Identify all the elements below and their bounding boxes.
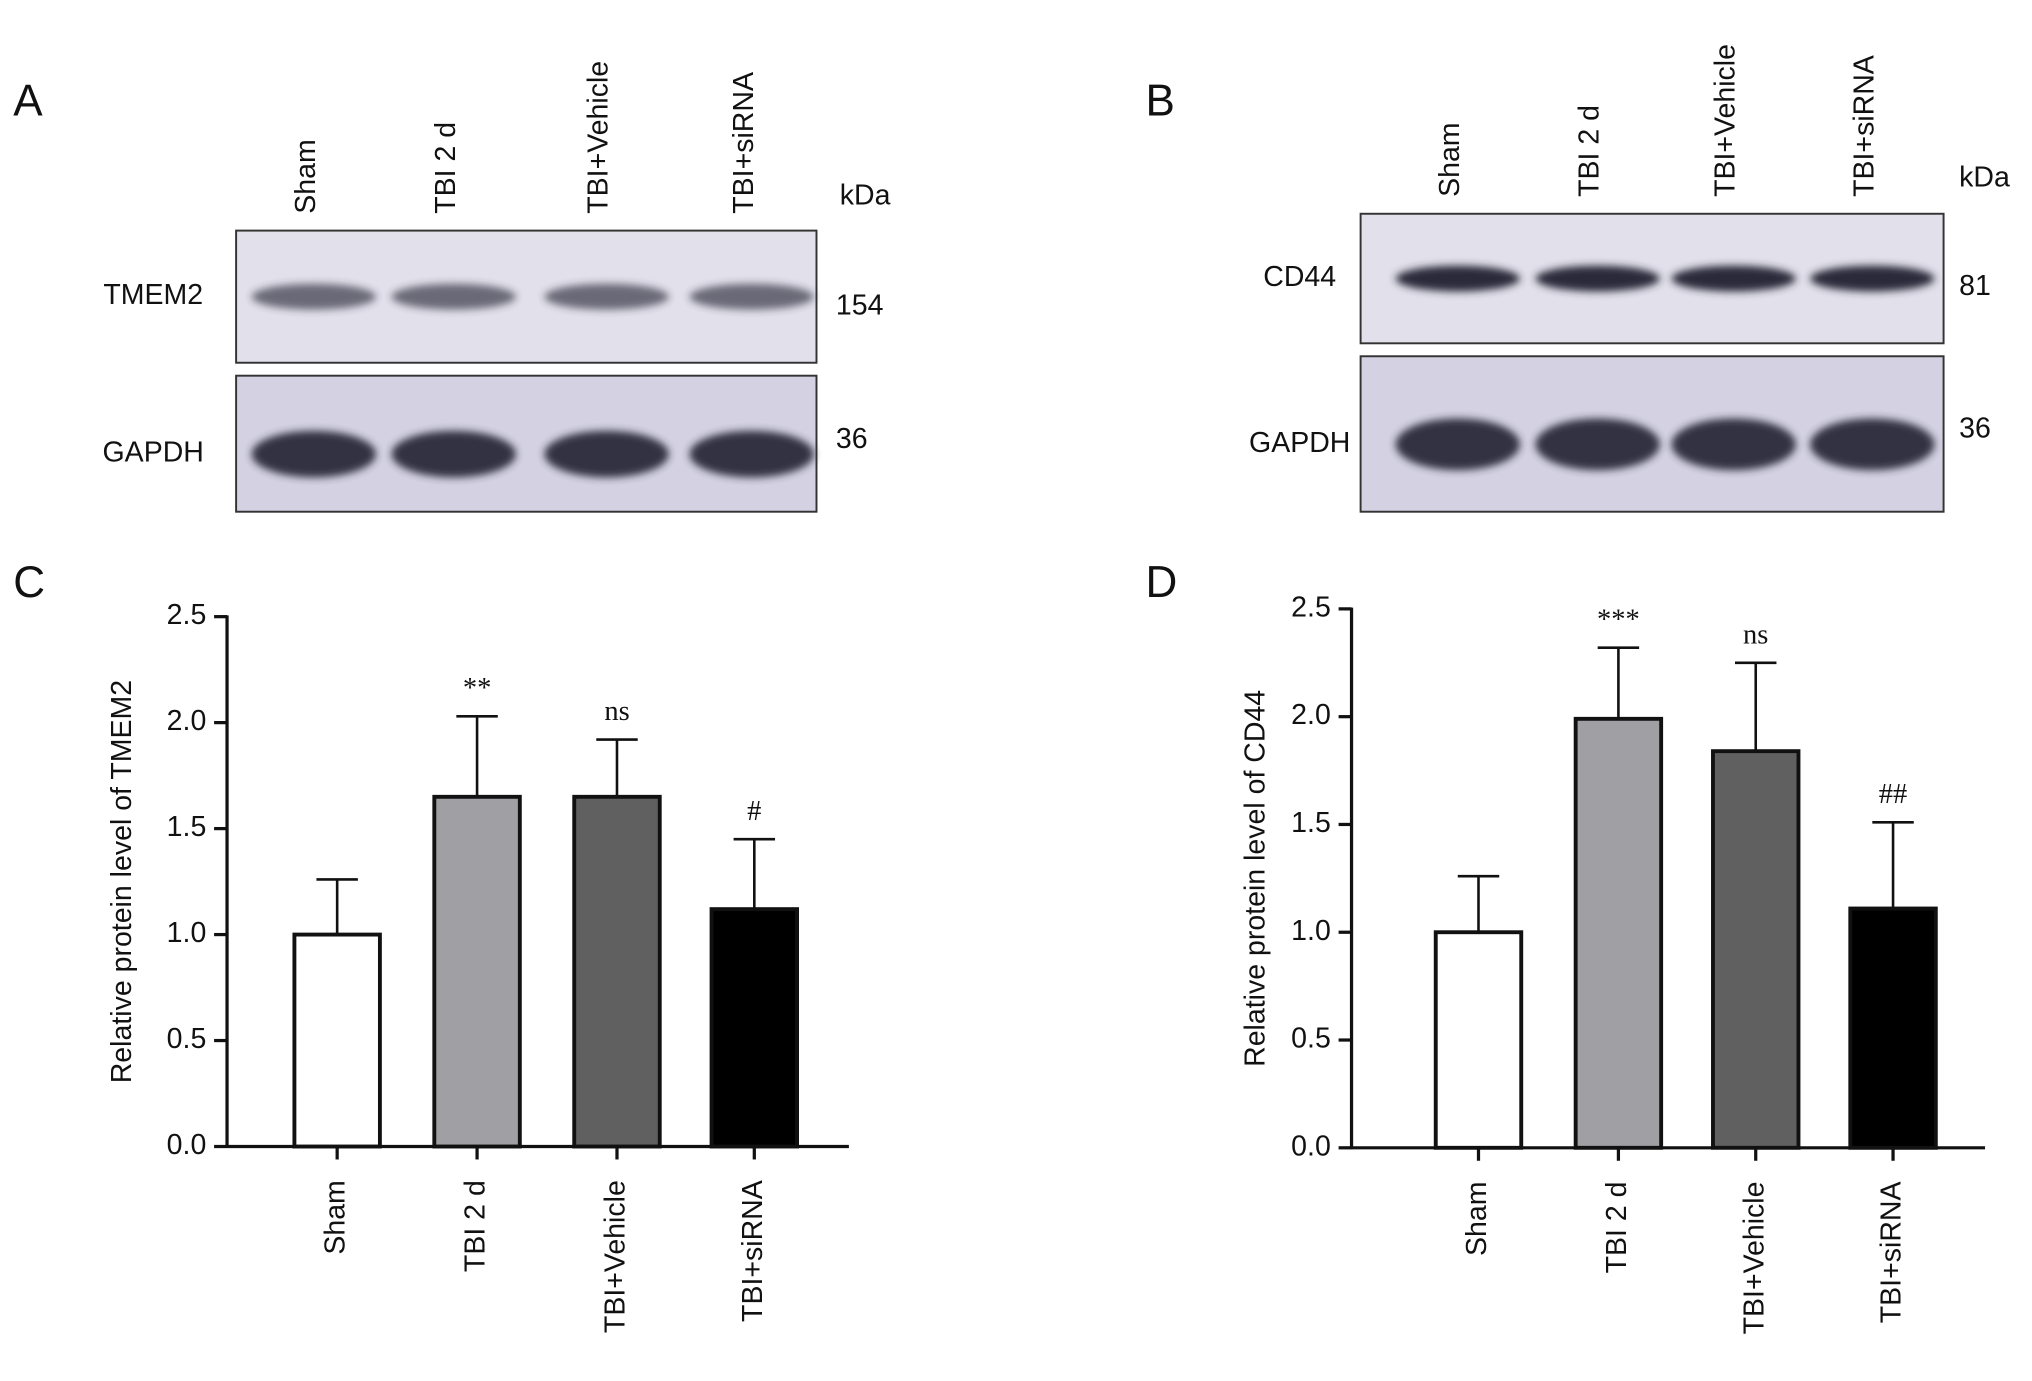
kda-label: 36 [836,423,868,455]
kda-label: 154 [836,290,884,322]
lane-label: Sham [1434,122,1466,196]
lane-label: TBI 2 d [1574,105,1606,197]
y-axis-label: Relative protein level of CD44 [1239,690,1271,1067]
significance-label: # [747,796,761,827]
bar [1848,906,1938,1150]
protein-label: CD44 [1263,261,1336,293]
bar [1573,716,1664,1150]
blot-band [544,430,669,478]
bar [1711,749,1801,1150]
panel-letter: C [13,558,45,607]
bar [1433,930,1524,1150]
y-tick-label: 2.0 [167,705,207,737]
panel-letter: D [1146,558,1178,607]
x-tick-label: TBI 2 d [460,1180,492,1272]
panel-letter: A [13,76,43,125]
y-tick-label: 1.5 [167,811,207,843]
lane-label: TBI 2 d [430,122,462,214]
significance-label: *** [1597,604,1640,635]
significance-label: ** [463,673,491,704]
bar [572,794,662,1149]
y-tick-label: 2.5 [1291,591,1331,623]
significance-label: ## [1879,779,1908,810]
y-tick-label: 0.5 [1291,1023,1331,1055]
y-tick-label: 2.0 [1291,699,1331,731]
protein-label: GAPDH [1249,427,1350,459]
unit-label: kDa [840,179,891,211]
blot-band [1810,265,1935,292]
x-tick-label: TBI+Vehicle [1738,1181,1770,1334]
y-tick-label: 1.0 [1291,915,1331,947]
blot-band [1810,418,1935,471]
lane-label: TBI+Vehicle [1710,44,1742,197]
x-tick-label: TBI+siRNA [737,1180,769,1322]
blot-band [689,430,814,478]
kda-label: 36 [1959,413,1991,445]
x-tick-label: Sham [1461,1181,1493,1255]
blot-band [1395,265,1520,292]
significance-label: ns [1743,619,1768,650]
y-tick-label: 0.5 [167,1023,207,1055]
panel-letter: B [1146,76,1175,125]
blot-band [251,283,377,310]
y-tick-label: 1.5 [1291,807,1331,839]
bar [292,932,382,1149]
blot-band [391,283,516,310]
blot-band [544,283,669,310]
kda-label: 81 [1959,270,1991,302]
x-tick-label: TBI+Vehicle [600,1180,632,1333]
blot-band [1671,418,1796,471]
blot-band [689,283,814,310]
y-tick-label: 0.0 [167,1129,207,1161]
y-tick-label: 2.5 [167,599,207,631]
y-tick-label: 1.0 [167,917,207,949]
blot-band [391,430,516,478]
blot-band [251,430,377,478]
blot-band [1535,418,1660,471]
y-tick-label: 0.0 [1291,1130,1331,1162]
blot-band [1535,265,1660,292]
blot-band [1395,418,1520,471]
lane-label: TBI+siRNA [1848,55,1880,197]
bar [709,907,800,1149]
significance-label: ns [604,696,629,727]
lane-label: TBI+siRNA [728,72,760,214]
bar [432,794,522,1149]
y-axis-label: Relative protein level of TMEM2 [106,680,138,1083]
x-tick-label: TBI+siRNA [1876,1181,1908,1323]
protein-label: TMEM2 [103,279,203,311]
protein-label: GAPDH [103,437,204,469]
lane-label: Sham [290,139,322,213]
x-tick-label: Sham [320,1180,352,1254]
lane-label: TBI+Vehicle [583,61,615,214]
x-tick-label: TBI 2 d [1601,1181,1633,1273]
unit-label: kDa [1959,161,2010,193]
blot-band [1671,265,1796,292]
